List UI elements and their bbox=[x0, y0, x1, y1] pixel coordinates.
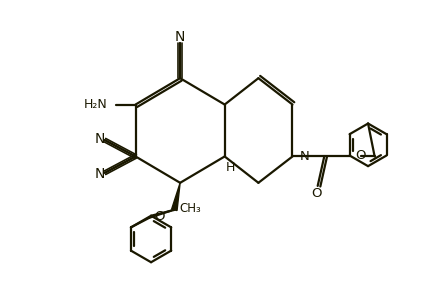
Polygon shape bbox=[172, 183, 180, 211]
Text: CH₃: CH₃ bbox=[179, 202, 201, 215]
Text: O: O bbox=[154, 211, 165, 223]
Text: N: N bbox=[299, 150, 309, 163]
Text: N: N bbox=[95, 131, 105, 145]
Text: O: O bbox=[312, 187, 322, 200]
Text: N: N bbox=[95, 167, 105, 181]
Text: H₂N: H₂N bbox=[84, 98, 108, 111]
Text: H: H bbox=[226, 161, 235, 174]
Text: N: N bbox=[175, 30, 185, 44]
Text: O: O bbox=[355, 149, 366, 162]
